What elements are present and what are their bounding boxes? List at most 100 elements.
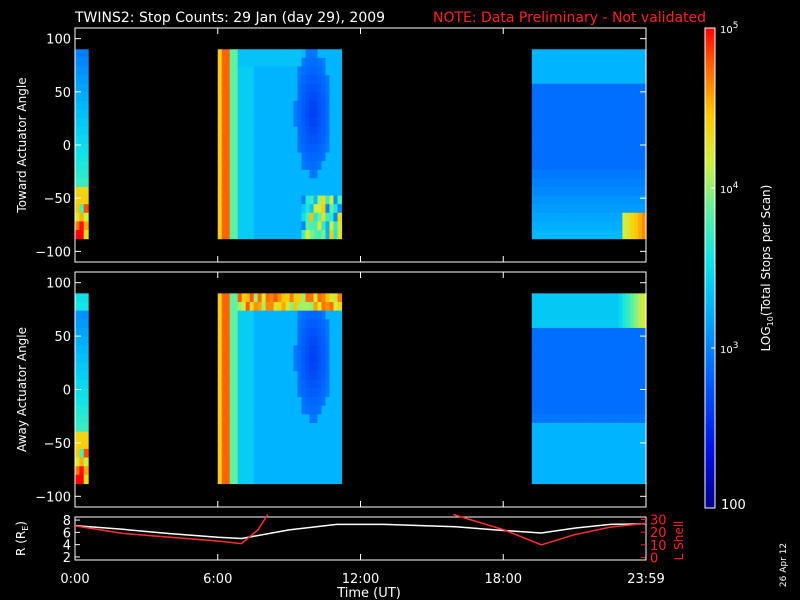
heatmap-cell bbox=[297, 353, 303, 364]
heatmap-cell bbox=[221, 293, 227, 303]
heatmap-cell bbox=[269, 178, 275, 188]
heatmap-cell bbox=[590, 388, 596, 398]
heatmap-cell bbox=[229, 319, 235, 329]
heatmap-cell bbox=[83, 423, 89, 433]
heatmap-cell bbox=[241, 92, 247, 102]
coverage-block bbox=[531, 49, 647, 240]
heatmap-cell bbox=[325, 466, 331, 476]
heatmap-cell bbox=[618, 100, 623, 111]
heatmap-cell bbox=[333, 100, 339, 111]
heatmap-cell bbox=[602, 204, 608, 214]
heatmap-cell bbox=[535, 388, 541, 398]
heatmap-cell bbox=[337, 66, 343, 76]
heatmap-cell bbox=[217, 414, 223, 424]
heatmap-cell bbox=[575, 212, 580, 222]
heatmap-cell bbox=[531, 212, 537, 222]
heatmap-cell bbox=[638, 75, 643, 85]
heatmap-cell bbox=[301, 397, 307, 407]
heatmap-cell bbox=[277, 100, 283, 111]
heatmap-cell bbox=[273, 143, 279, 154]
heatmap-cell bbox=[543, 448, 549, 459]
heatmap-cell bbox=[237, 186, 243, 197]
heatmap-cell bbox=[333, 195, 339, 205]
heatmap-cell bbox=[575, 49, 580, 59]
heatmap-cell bbox=[301, 161, 307, 171]
heatmap-cell bbox=[539, 310, 545, 320]
heatmap-cell bbox=[634, 109, 639, 119]
heatmap-cell bbox=[75, 195, 80, 205]
heatmap-cell bbox=[321, 310, 327, 320]
heatmap-cell bbox=[285, 118, 291, 128]
y-tick-label: 100 bbox=[46, 277, 71, 292]
heatmap-cell bbox=[622, 204, 627, 214]
heatmap-cell bbox=[75, 345, 80, 355]
heatmap-cell bbox=[249, 388, 255, 398]
heatmap-cell bbox=[321, 126, 327, 136]
heatmap-cell bbox=[237, 221, 243, 231]
heatmap-cell bbox=[313, 466, 319, 476]
heatmap-cell bbox=[575, 109, 580, 119]
heatmap-cell bbox=[337, 204, 343, 214]
heatmap-cell bbox=[586, 92, 592, 102]
heatmap-cell bbox=[547, 83, 553, 93]
heatmap-cell bbox=[321, 319, 327, 329]
heatmap-cell bbox=[543, 466, 549, 476]
heatmap-cell bbox=[301, 57, 307, 68]
heatmap-cell bbox=[586, 327, 592, 338]
heatmap-cell bbox=[75, 293, 80, 303]
heatmap-cell bbox=[297, 178, 303, 188]
heatmap-cell bbox=[285, 414, 291, 424]
heatmap-cell bbox=[642, 302, 647, 312]
heatmap-cell bbox=[317, 83, 323, 93]
heatmap-cell bbox=[337, 336, 343, 346]
heatmap-cell bbox=[329, 49, 335, 59]
heatmap-cell bbox=[614, 204, 620, 214]
heatmap-cell bbox=[221, 135, 227, 145]
heatmap-cell bbox=[265, 75, 271, 85]
heatmap-cell bbox=[237, 397, 243, 407]
heatmap-cell bbox=[293, 92, 299, 102]
heatmap-cell bbox=[83, 310, 89, 320]
heatmap-cell bbox=[75, 135, 80, 145]
heatmap-cell bbox=[579, 327, 584, 338]
heatmap-cell bbox=[321, 353, 327, 364]
heatmap-cell bbox=[618, 135, 623, 145]
heatmap-cell bbox=[626, 371, 631, 381]
heatmap-cell bbox=[79, 195, 85, 205]
heatmap-cell bbox=[83, 371, 89, 381]
heatmap-cell bbox=[586, 75, 592, 85]
heatmap-cell bbox=[277, 109, 283, 119]
heatmap-cell bbox=[634, 423, 639, 433]
heatmap-cell bbox=[551, 423, 557, 433]
heatmap-cell bbox=[241, 371, 247, 381]
heatmap-cell bbox=[337, 388, 343, 398]
heatmap-cell bbox=[277, 221, 283, 231]
heatmap-cell bbox=[642, 371, 647, 381]
heatmap-cell bbox=[273, 293, 279, 303]
heatmap-cell bbox=[281, 414, 287, 424]
heatmap-cell bbox=[547, 474, 553, 485]
heatmap-cell bbox=[555, 178, 560, 188]
heatmap-cell bbox=[301, 388, 307, 398]
heatmap-cell bbox=[309, 100, 315, 111]
heatmap-cell bbox=[75, 302, 80, 312]
heatmap-cell bbox=[531, 457, 537, 467]
heatmap-cell bbox=[626, 83, 631, 93]
heatmap-cell bbox=[285, 293, 291, 303]
heatmap-cell bbox=[579, 178, 584, 188]
heatmap-cell bbox=[217, 397, 223, 407]
heatmap-cell bbox=[638, 414, 643, 424]
heatmap-cell bbox=[221, 204, 227, 214]
heatmap-cell bbox=[531, 75, 537, 85]
heatmap-cell bbox=[285, 126, 291, 136]
heatmap-cell bbox=[325, 423, 331, 433]
heatmap-cell bbox=[333, 75, 339, 85]
heatmap-cell bbox=[555, 336, 560, 346]
heatmap-cell bbox=[281, 204, 287, 214]
heatmap-cell bbox=[586, 448, 592, 459]
heatmap-cell bbox=[277, 371, 283, 381]
heatmap-cell bbox=[325, 319, 331, 329]
heatmap-cell bbox=[321, 397, 327, 407]
series-line-l-shell bbox=[453, 513, 647, 546]
